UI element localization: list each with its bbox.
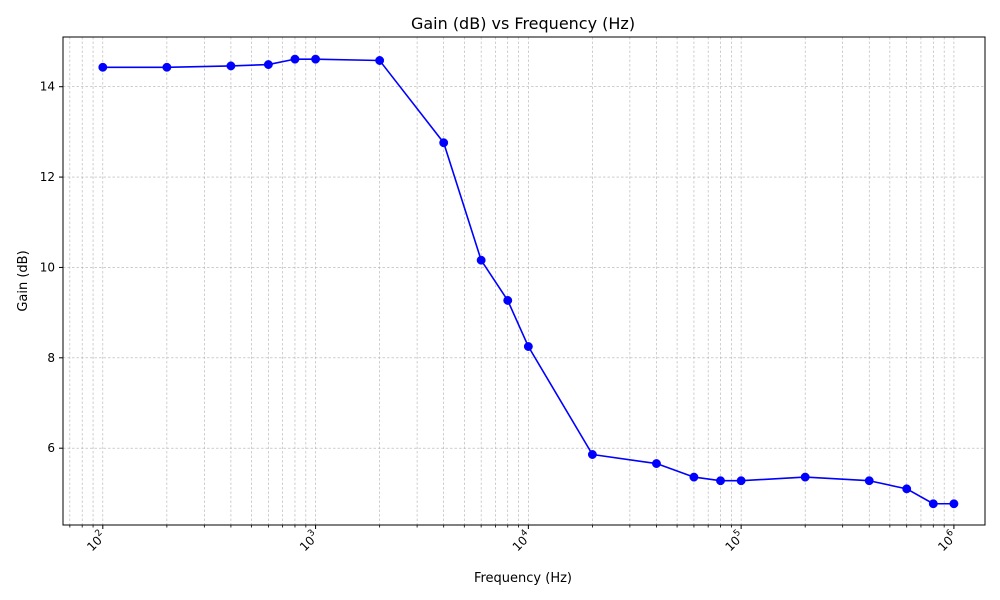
- y-axis-label: Gain (dB): [16, 250, 31, 311]
- plot-frame: [62, 36, 986, 526]
- data-point: [523, 342, 533, 351]
- x-tick-label: 105: [721, 528, 747, 554]
- data-point: [226, 61, 236, 71]
- data-point: [949, 499, 959, 509]
- y-tick-label: 10: [40, 260, 55, 274]
- data-point: [439, 138, 449, 148]
- x-axis-ticks: 102 103 104 105 106: [83, 525, 960, 554]
- data-point: [928, 499, 938, 509]
- data-point: [476, 255, 486, 265]
- data-point: [587, 450, 597, 459]
- data-point: [864, 476, 874, 486]
- data-point: [902, 484, 912, 494]
- data-point: [98, 62, 108, 72]
- data-point: [162, 62, 172, 72]
- grid-lines: [63, 37, 985, 525]
- data-points: [98, 54, 959, 509]
- data-point: [311, 54, 321, 64]
- data-point: [290, 54, 300, 64]
- y-tick-label: 8: [47, 351, 55, 365]
- data-point: [800, 472, 810, 482]
- y-tick-label: 12: [40, 170, 55, 184]
- x-tick-label: 104: [508, 528, 534, 554]
- y-tick-label: 14: [40, 80, 55, 94]
- data-point: [263, 60, 273, 70]
- x-axis-label: Frequency (Hz): [474, 571, 572, 586]
- data-point: [716, 476, 725, 486]
- y-tick-label: 6: [47, 441, 55, 455]
- data-point: [375, 56, 385, 65]
- x-tick-label: 103: [296, 528, 322, 554]
- data-point: [736, 476, 746, 486]
- data-point: [503, 295, 513, 305]
- data-point: [652, 459, 661, 468]
- x-tick-label: 102: [83, 528, 109, 554]
- y-axis-ticks: 6 8 10 12 14: [40, 80, 63, 455]
- chart-title: Gain (dB) vs Frequency (Hz): [411, 14, 635, 33]
- x-tick-label: 106: [934, 528, 960, 554]
- data-point: [689, 472, 699, 482]
